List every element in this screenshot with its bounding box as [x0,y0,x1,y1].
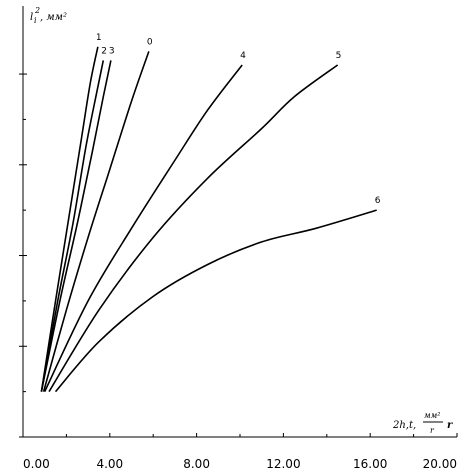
y-axis-label-sup: 2 [34,6,40,15]
series-labels: 1 2 3 0 4 5 6 [96,33,381,206]
x-tick-labels: 0.00 4.00 8.00 12.00 16.00 20.00 [23,457,457,471]
x-axis-label-numerator: мм² [424,411,440,420]
series-label-6: 6 [375,196,381,206]
series-label-3: 3 [109,46,115,56]
y-axis-label: l i 2 , мм² [30,6,67,25]
series-line-5 [48,64,339,393]
x-tick-label: 16.00 [353,457,387,471]
y-axis-label-sub: i [34,16,37,25]
axes [19,6,458,438]
series-line-1 [40,46,99,392]
series-label-4: 4 [240,51,246,61]
series-label-0: 0 [147,37,153,47]
series-line-0 [42,51,150,392]
x-tick-label: 0.00 [23,457,50,471]
series-curves [40,46,377,393]
x-tick-label: 20.00 [423,457,457,471]
x-axis-label-tail: r [447,420,453,431]
series-line-6 [54,209,377,393]
series-line-2 [40,60,105,392]
y-axis-label-unit: , мм² [40,12,67,23]
series-label-1: 1 [96,33,102,43]
x-tick-label: 4.00 [96,457,123,471]
series-line-3 [40,60,112,392]
series-line-4 [43,64,243,392]
x-tick-label: 8.00 [183,457,210,471]
series-label-5: 5 [336,51,342,61]
x-axis-label: 2h,t, мм² r r [392,411,453,435]
x-axis-label-main: 2h,t, [392,420,416,431]
x-axis-label-denominator: r [430,426,435,435]
x-tick-label: 12.00 [266,457,300,471]
y-axis-label-main: l [30,12,33,23]
series-label-2: 2 [101,46,107,56]
